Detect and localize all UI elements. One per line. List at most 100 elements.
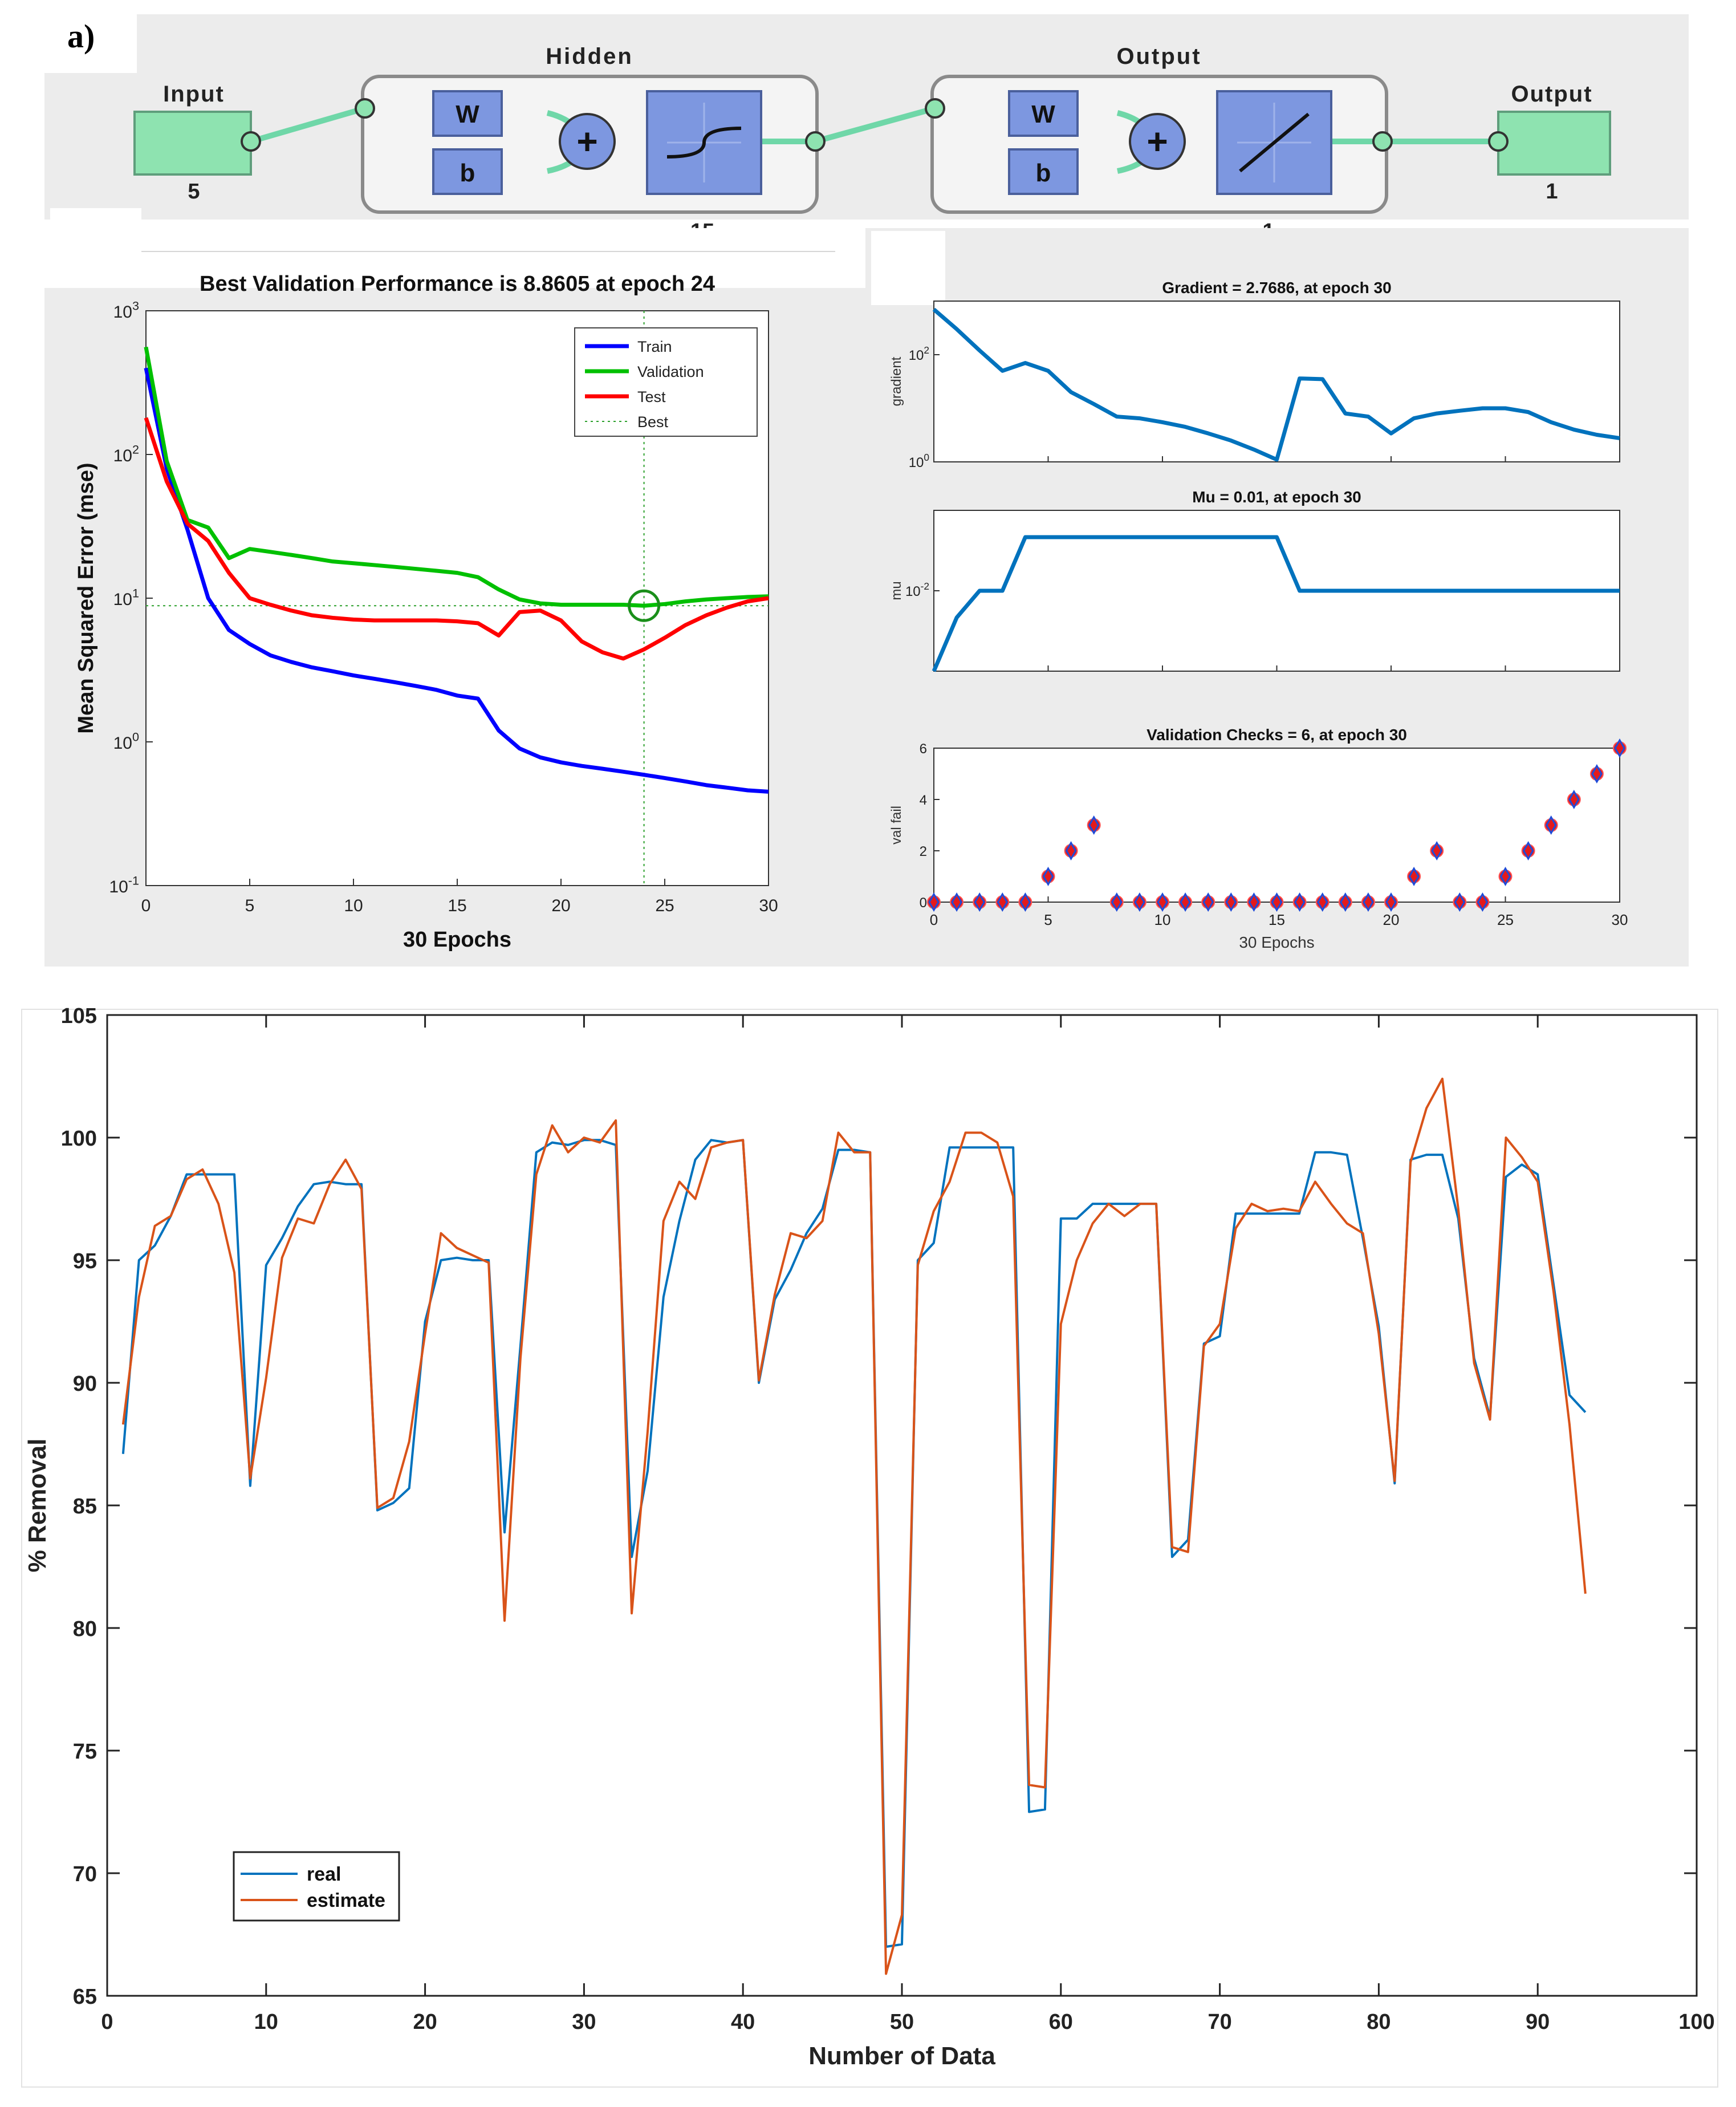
val-check-diamond: [997, 892, 1009, 912]
removal-xtick-label: 40: [731, 2010, 755, 2034]
val-check-diamond: [1340, 892, 1351, 912]
output-size: 1: [1546, 180, 1558, 204]
val-checks-xtick-label: 0: [930, 911, 938, 928]
gradient-ytick-label: 100: [909, 452, 929, 470]
series-validation-line: [144, 346, 769, 608]
removal-xtick-label: 60: [1049, 2010, 1073, 2034]
removal-xtick-label: 30: [572, 2010, 596, 2034]
removal-ytick-label: 80: [73, 1617, 97, 1641]
removal-xlabel: Number of Data: [808, 2042, 995, 2070]
val-check-diamond: [1065, 841, 1077, 861]
hidden-weight-block: [432, 90, 503, 137]
hidden-bias-block: [432, 148, 503, 195]
val-checks-plot-area: [933, 748, 1620, 903]
output-sum-node: [1129, 113, 1186, 170]
legend-label-validation: Validation: [637, 363, 704, 380]
hidden-size: 15: [690, 220, 714, 228]
series-estimate-line: [121, 1077, 1587, 1975]
val-checks-xtick-label: 10: [1154, 911, 1171, 928]
val-check-diamond: [1363, 892, 1374, 912]
val-checks-xtick-label: 25: [1497, 911, 1514, 928]
val-checks-ytick-label: 4: [920, 793, 927, 808]
val-check-diamond: [1271, 892, 1283, 912]
output-layer-size: 1: [1262, 220, 1274, 228]
series-train-line: [144, 367, 769, 794]
output-bias-label: b: [1036, 159, 1051, 187]
performance-xtick-label: 20: [551, 896, 570, 915]
hidden-sum-symbol: +: [576, 121, 597, 162]
val-check-diamond: [1385, 892, 1397, 912]
performance-xtick-label: 15: [448, 896, 466, 915]
hidden-sum-node: [559, 113, 616, 170]
output-weight-block: [1008, 90, 1079, 137]
val-check-diamond: [1111, 892, 1123, 912]
removal-chart: 0 10 20 30 40 50 60 70 80 90 100 65 70 75 80 85 90 95 100 1…: [21, 1004, 1718, 2088]
removal-ytick-label: 105: [61, 1004, 97, 1028]
val-check-diamond: [1157, 892, 1168, 912]
performance-ytick-label: 103: [113, 299, 139, 322]
mu-ytick-label: 10-2: [905, 580, 929, 599]
network-diagram: Hidden Output Input Output 5 1 15 1 W b …: [44, 14, 1689, 228]
series-test-line: [144, 417, 769, 661]
legend-label-test: Test: [637, 388, 666, 405]
removal-plot-area: [106, 1014, 1698, 1997]
val-check-diamond: [974, 892, 985, 912]
val-checks-xtick-label: 20: [1383, 911, 1400, 928]
removal-ytick-label: 70: [73, 1862, 97, 1886]
val-check-diamond: [1294, 892, 1306, 912]
val-checks-ylabel: val fail: [889, 806, 904, 845]
removal-xtick-label: 90: [1526, 2010, 1550, 2034]
best-point-marker: [628, 589, 661, 622]
val-check-diamond: [1042, 866, 1054, 887]
val-check-diamond: [1088, 815, 1100, 835]
removal-xtick-label: 10: [254, 2010, 278, 2034]
legend-label-train: Train: [637, 338, 672, 355]
removal-ytick-label: 85: [73, 1495, 97, 1519]
hidden-layer-label: Hidden: [546, 44, 633, 69]
output-node: [1497, 111, 1611, 176]
performance-ytick-label: 100: [113, 730, 139, 753]
performance-ytick-label: 101: [113, 586, 139, 610]
val-check-diamond: [1431, 841, 1442, 861]
gradient-ylabel: gradient: [889, 356, 904, 406]
mu-ylabel: mu: [889, 581, 904, 600]
output-label: Output: [1511, 82, 1592, 107]
val-check-diamond: [1408, 866, 1420, 887]
val-checks-xlabel: 30 Epochs: [1239, 933, 1314, 951]
legend-label-estimate: estimate: [307, 1890, 385, 1911]
val-check-diamond: [928, 892, 940, 912]
val-checks-ytick-label: 2: [920, 844, 927, 859]
removal-ylabel: % Removal: [23, 1439, 51, 1573]
val-check-diamond: [1316, 892, 1328, 912]
performance-ytick-label: 10-1: [109, 874, 139, 897]
removal-xtick-label: 70: [1208, 2010, 1231, 2034]
performance-ytick-label: 102: [113, 442, 139, 466]
val-check-diamond: [1248, 892, 1260, 912]
val-check-diamond: [1454, 892, 1466, 912]
removal-ytick-label: 90: [73, 1372, 97, 1396]
removal-ytick-label: 100: [61, 1127, 97, 1151]
val-checks-xtick-label: 15: [1269, 911, 1285, 928]
output-weight-label: W: [1031, 100, 1055, 128]
gradient-plot-area: [933, 301, 1620, 462]
val-check-diamond: [1614, 738, 1625, 758]
panel-label-a: a): [67, 18, 95, 55]
output-sum-symbol: +: [1147, 121, 1168, 162]
val-check-diamond: [1477, 892, 1489, 912]
removal-legend: [233, 1851, 400, 1922]
hidden-weight-label: W: [456, 100, 479, 128]
val-check-diamond: [1545, 815, 1557, 835]
input-node: [133, 111, 252, 176]
removal-xtick-label: 0: [101, 2010, 113, 2034]
val-checks-ytick-label: 6: [920, 741, 927, 757]
gradient-ytick-label: 102: [909, 344, 929, 363]
performance-title: Best Validation Performance is 8.8605 at…: [200, 272, 715, 296]
removal-xtick-label: 20: [413, 2010, 437, 2034]
removal-ytick-label: 95: [73, 1249, 97, 1273]
performance-xtick-label: 5: [245, 896, 255, 915]
hidden-bias-label: b: [460, 159, 475, 187]
mu-line: [932, 535, 1620, 672]
removal-ytick-label: 65: [73, 1985, 97, 2009]
val-check-diamond: [1180, 892, 1191, 912]
val-check-diamond: [1568, 789, 1580, 810]
